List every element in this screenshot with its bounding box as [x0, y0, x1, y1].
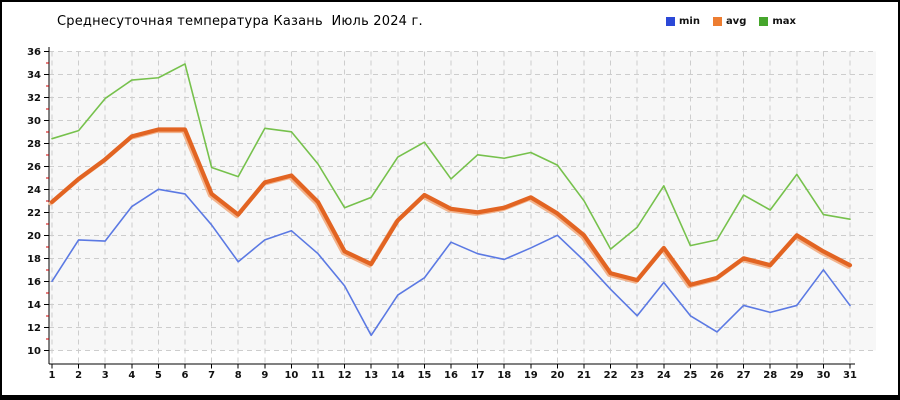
svg-text:10: 10: [284, 370, 298, 381]
svg-text:34: 34: [27, 70, 41, 81]
svg-text:21: 21: [577, 370, 591, 381]
svg-text:29: 29: [790, 370, 804, 381]
svg-text:16: 16: [444, 370, 458, 381]
legend-label-avg: avg: [725, 16, 747, 27]
svg-text:10: 10: [27, 346, 41, 357]
svg-text:26: 26: [710, 370, 724, 381]
svg-text:13: 13: [364, 370, 378, 381]
svg-text:18: 18: [27, 254, 41, 265]
svg-text:22: 22: [27, 208, 41, 219]
legend-item-avg[interactable]: avg: [712, 16, 747, 27]
svg-text:24: 24: [657, 370, 671, 381]
legend-label-min: min: [678, 16, 700, 27]
svg-text:22: 22: [604, 370, 618, 381]
svg-text:7: 7: [208, 370, 215, 381]
legend-item-min[interactable]: min: [665, 16, 700, 27]
svg-text:17: 17: [471, 370, 485, 381]
svg-text:19: 19: [524, 370, 538, 381]
svg-text:28: 28: [27, 139, 41, 150]
svg-text:30: 30: [27, 116, 41, 127]
legend-label-max: max: [772, 16, 796, 27]
svg-text:15: 15: [417, 370, 431, 381]
svg-text:31: 31: [843, 370, 857, 381]
svg-text:26: 26: [27, 162, 41, 173]
svg-text:28: 28: [763, 370, 777, 381]
legend-item-max[interactable]: max: [759, 16, 796, 27]
svg-text:5: 5: [155, 370, 162, 381]
legend-swatch-max-icon: [759, 17, 769, 26]
svg-text:6: 6: [182, 370, 189, 381]
svg-text:2: 2: [75, 370, 82, 381]
svg-text:3: 3: [102, 370, 109, 381]
svg-text:14: 14: [27, 300, 41, 311]
svg-text:12: 12: [338, 370, 352, 381]
svg-text:11: 11: [311, 370, 325, 381]
svg-text:24: 24: [27, 185, 41, 196]
svg-text:23: 23: [630, 370, 644, 381]
chart-title: Среднесуточная температура Казань Июль 2…: [57, 14, 423, 29]
legend-swatch-min-icon: [665, 17, 675, 26]
svg-text:12: 12: [27, 323, 41, 334]
svg-text:20: 20: [550, 370, 564, 381]
svg-text:20: 20: [27, 231, 41, 242]
svg-text:16: 16: [27, 277, 41, 288]
svg-text:14: 14: [391, 370, 405, 381]
svg-text:25: 25: [683, 370, 697, 381]
svg-text:18: 18: [497, 370, 511, 381]
svg-text:9: 9: [261, 370, 268, 381]
svg-text:32: 32: [27, 93, 41, 104]
svg-text:27: 27: [737, 370, 751, 381]
svg-text:4: 4: [128, 370, 135, 381]
svg-text:30: 30: [816, 370, 830, 381]
svg-text:1: 1: [49, 370, 56, 381]
legend-swatch-avg-icon: [712, 17, 722, 26]
svg-text:8: 8: [235, 370, 242, 381]
chart-legend: min avg max: [665, 16, 796, 27]
svg-text:36: 36: [27, 47, 41, 58]
